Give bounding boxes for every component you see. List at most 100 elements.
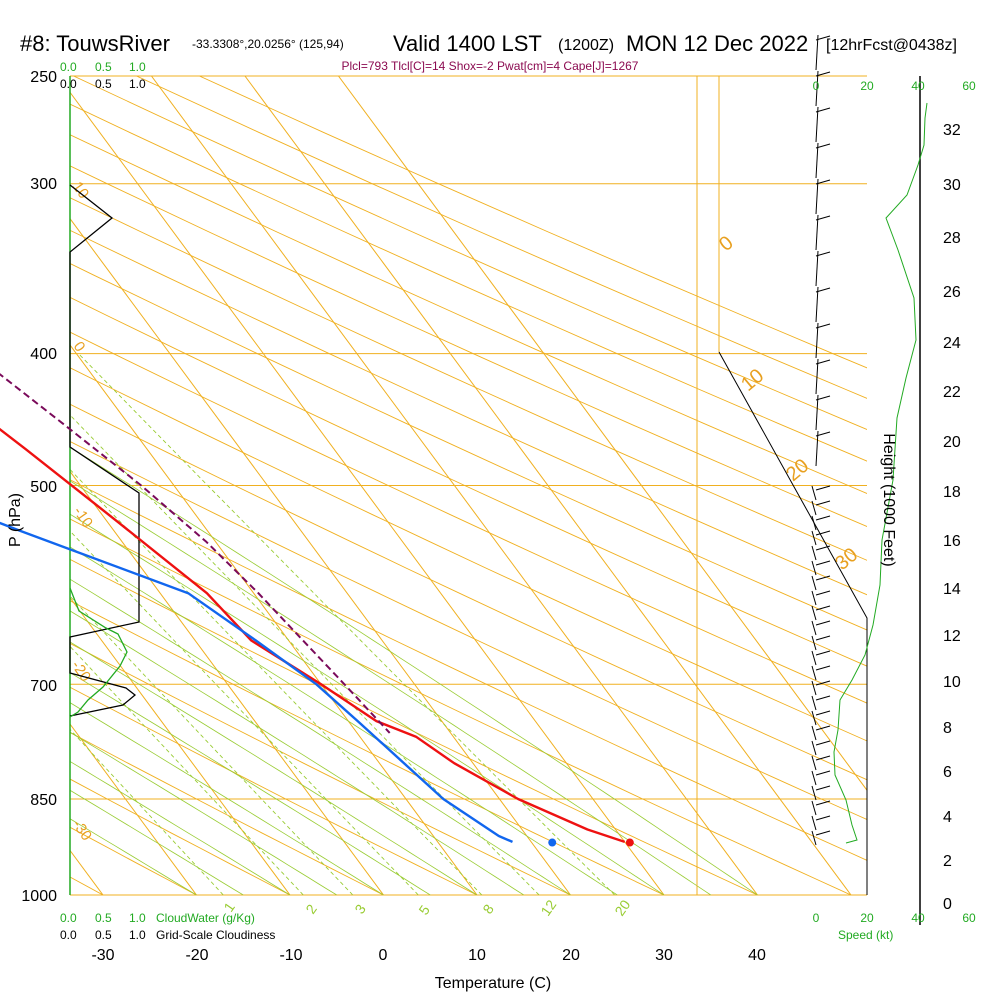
isotherm-label: 30: [831, 544, 862, 575]
speed-tick: 0: [813, 911, 820, 925]
cloud-water-tick: 0.5: [95, 60, 112, 74]
cloudiness-tick: 0.0: [60, 928, 77, 942]
wind-barb-staff: [815, 70, 819, 107]
height-tick: 16: [943, 533, 961, 550]
plot-boundary-line: [718, 351, 868, 895]
wind-barb-flag: [815, 590, 831, 596]
wind-barb-staff: [811, 545, 817, 561]
wind-barb-flag: [815, 740, 831, 746]
moist-adiabat: [70, 610, 525, 895]
temperature-tick: -20: [185, 947, 208, 964]
mixing-ratio-label: 12: [537, 897, 559, 919]
cloud-water-label: CloudWater (g/Kg): [156, 911, 255, 925]
dewpoint-line: [0, 521, 513, 844]
wind-barb-flag: [815, 287, 831, 293]
wind-barb-flag: [815, 755, 831, 761]
sounding-series: [0, 373, 634, 847]
height-tick: 8: [943, 720, 952, 737]
station-coords: -33.3308°,20.0256° (125,94): [192, 37, 344, 51]
cloud-water-tick: 0.0: [60, 60, 77, 74]
cloudiness-tick: 0.5: [95, 77, 112, 91]
wind-barb-flag: [815, 620, 831, 626]
pressure-axis-label: P (hPa): [7, 493, 24, 547]
wind-barb-staff: [815, 358, 819, 395]
cloudiness-tick: 1.0: [129, 928, 146, 942]
mixing-ratio-line: [70, 468, 483, 895]
height-tick: 24: [943, 335, 961, 352]
temperature-tick: 40: [748, 947, 766, 964]
temperature-axis-label: Temperature (C): [435, 975, 551, 992]
forecast-info: [12hrFcst@0438z]: [826, 37, 957, 54]
wind-barb-flag: [815, 323, 831, 329]
wind-barb-flag: [815, 485, 831, 491]
wind-barb-staff: [811, 800, 817, 816]
moist-adiabat: [70, 641, 478, 895]
dry-adiabat: [70, 642, 571, 895]
dry-adiabat: [0, 76, 10, 895]
wind-barb-staff: [811, 710, 817, 726]
wind-barb-staff: [811, 665, 817, 681]
wind-barb-flag: [815, 830, 831, 836]
height-tick: 14: [943, 581, 961, 598]
isotherm-label: 0: [70, 339, 89, 356]
height-tick: 20: [943, 434, 961, 451]
wind-barb-flag: [815, 500, 831, 506]
dry-adiabat: [199, 76, 867, 369]
cloudiness-profile: [69, 184, 140, 717]
isotherm-label: -20: [68, 658, 94, 686]
isobar-lines: [70, 75, 867, 896]
wind-barb-flag: [815, 560, 831, 566]
dry-adiabat: [70, 403, 867, 781]
isotherm-label: 10: [737, 365, 768, 396]
cloud-water-tick: 1.0: [129, 911, 146, 925]
moist-adiabat: [70, 578, 571, 895]
mixing-ratio-label: 2: [302, 901, 320, 917]
wind-barb-flag: [815, 635, 831, 641]
height-tick: 0: [943, 896, 952, 913]
height-tick: 12: [943, 628, 961, 645]
wind-barb-flag: [815, 695, 831, 701]
station-title: #8: TouwsRiver: [20, 31, 170, 56]
isotherm-label: 0: [715, 232, 738, 256]
wind-barb-staff: [811, 590, 817, 606]
height-tick: 30: [943, 177, 961, 194]
wind-barb-flag: [815, 395, 831, 401]
mixing-ratio-label: 5: [415, 902, 433, 918]
pressure-tick: 500: [30, 479, 57, 496]
temperature-tick: -10: [279, 947, 302, 964]
height-tick: 22: [943, 384, 961, 401]
cloud-top-scale: 0.0 0.5 1.0 0.0 0.5 1.0: [60, 60, 146, 91]
isotherm-line: [338, 76, 867, 792]
wind-barb-staff: [811, 755, 817, 771]
speed-tick: 40: [911, 911, 925, 925]
dry-adiabat: [70, 197, 867, 561]
cloud-water-tick: 0.5: [95, 911, 112, 925]
temperature-tick: -30: [91, 947, 114, 964]
isotherm-lines: [70, 76, 867, 895]
wind-barb-staff: [811, 515, 817, 531]
speed-tick: 60: [962, 911, 976, 925]
dry-adiabat: [70, 518, 852, 895]
moist-adiabat: [70, 702, 384, 895]
speed-label: Speed (kt): [838, 928, 893, 942]
height-tick: 4: [943, 809, 952, 826]
dry-adiabat: [70, 229, 867, 596]
wind-barb-flag: [815, 359, 831, 365]
pressure-axis: 250 300 400 500 700 850 1000 P (hPa): [7, 69, 57, 905]
wind-barb-staff: [811, 650, 817, 666]
cloudiness-tick: 0.5: [95, 928, 112, 942]
wind-barb-staff: [815, 430, 819, 467]
wind-barb-staff: [811, 635, 817, 651]
moist-adiabat-lines: [70, 446, 758, 895]
wind-barb-flag: [815, 575, 831, 581]
pressure-tick: 300: [30, 176, 57, 193]
wind-barb-staff: [811, 605, 817, 621]
wind-barb-staff: [811, 815, 817, 831]
dry-adiabat: [70, 331, 867, 704]
cloud-water-tick: 1.0: [129, 60, 146, 74]
mixing-ratio-line: [70, 595, 354, 895]
wind-barb-staff: [811, 560, 817, 576]
zulu-time: (1200Z): [558, 37, 614, 54]
moist-adiabat: [70, 789, 244, 895]
speed-tick: 0: [813, 79, 820, 93]
